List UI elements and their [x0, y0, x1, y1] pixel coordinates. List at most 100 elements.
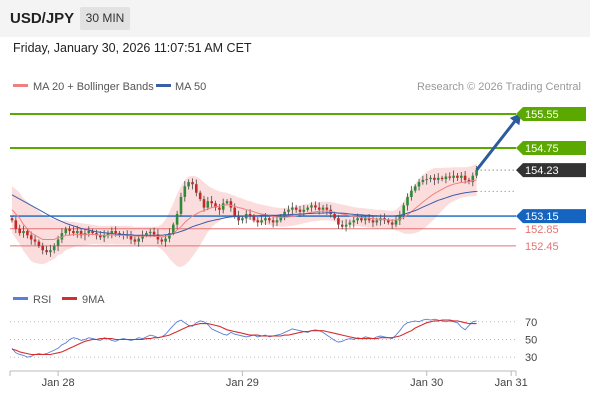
candle-body	[49, 250, 52, 253]
candle-body	[233, 207, 236, 217]
timestamp: Friday, January 30, 2026 11:07:51 AM CET	[13, 41, 252, 55]
x-tick-label: Jan 28	[42, 377, 75, 389]
candle-body	[417, 182, 421, 187]
pivot-tag	[516, 209, 586, 224]
candle-body	[433, 177, 436, 180]
candle-body	[463, 175, 467, 180]
candle-body	[133, 239, 137, 242]
candle-body	[87, 231, 91, 234]
candle-body	[221, 203, 225, 210]
x-tick-label: Jan 30	[410, 377, 443, 389]
header-bar: USD/JPY 30 MIN	[0, 0, 590, 37]
candle-body	[256, 220, 260, 223]
x-axis: Jan 28 Jan 29 Jan 30 Jan 31	[9, 371, 528, 389]
candle-body	[360, 218, 363, 221]
candle-body	[340, 224, 344, 227]
rsi-plot: 30 50 70	[10, 317, 537, 364]
rsi-legend-swatch	[13, 297, 28, 300]
candle-body	[72, 231, 75, 234]
candle-body	[214, 203, 217, 208]
candle-body	[333, 214, 336, 219]
candle-body	[64, 228, 68, 234]
candle-body	[298, 209, 302, 212]
rsi-ma-line	[11, 319, 477, 356]
candle-body	[317, 207, 321, 210]
symbol-label: USD/JPY	[10, 10, 75, 27]
main-plot	[10, 113, 522, 268]
candle-body	[413, 186, 417, 191]
support-2-label: 152.45	[525, 241, 559, 253]
candle-body	[210, 201, 213, 204]
candle-body	[436, 177, 440, 180]
candle-body	[252, 216, 256, 221]
candle-body	[198, 192, 202, 200]
candle-body	[275, 220, 279, 223]
pivot-label: 153.15	[525, 211, 559, 223]
last-price-label: 154.23	[525, 165, 559, 177]
resistance-1-label: 154.75	[525, 143, 559, 155]
candle-body	[475, 170, 478, 176]
candle-body	[41, 245, 44, 251]
candle-body	[26, 231, 29, 236]
candle-body	[179, 196, 183, 214]
candle-body	[10, 218, 14, 221]
candle-body	[145, 233, 148, 236]
candle-body	[95, 233, 98, 236]
candle-body	[225, 201, 229, 204]
candle-body	[314, 205, 317, 208]
candle-body	[467, 179, 471, 182]
candle-body	[425, 179, 428, 181]
candle-body	[18, 228, 21, 234]
candle-body	[22, 231, 25, 234]
rsi-legend-label: RSI	[33, 294, 51, 306]
candle-body	[271, 220, 275, 223]
rsi-tick-label: 70	[525, 317, 537, 329]
candle-body	[348, 222, 352, 225]
interval-button[interactable]: 30 MIN	[80, 7, 130, 30]
candle-body	[394, 220, 398, 225]
candle-body	[102, 235, 106, 238]
candle-body	[187, 182, 190, 187]
candle-body	[406, 196, 409, 206]
candle-body	[52, 245, 56, 251]
ma50-line	[11, 190, 477, 236]
credit-label: Research © 2026 Trading Central	[417, 81, 581, 93]
candle-body	[141, 235, 144, 239]
candle-body	[371, 220, 375, 223]
candle-body	[260, 220, 263, 223]
candle-body	[114, 231, 117, 234]
candle-body	[14, 220, 18, 229]
candle-body	[440, 177, 444, 180]
candle-body	[268, 218, 271, 221]
candle-body	[168, 233, 171, 239]
candle-body	[352, 220, 356, 223]
candle-body	[33, 239, 37, 242]
projection-arrow-shaft	[475, 115, 521, 172]
candle-body	[248, 214, 252, 217]
ma50-legend-swatch	[156, 84, 171, 87]
candle-body	[294, 207, 298, 210]
candle-body	[460, 175, 463, 178]
ma20-legend-label: MA 20 + Bollinger Bands	[33, 81, 154, 93]
x-tick-label: Jan 29	[226, 377, 259, 389]
candle-body	[152, 231, 156, 235]
candle-body	[456, 175, 459, 178]
candle-body	[310, 205, 313, 208]
candle-body	[76, 231, 79, 234]
rsi-line	[11, 318, 477, 358]
candle-body	[367, 218, 371, 221]
ma20-line	[11, 179, 477, 240]
resistance-2-label: 155.55	[525, 109, 559, 121]
candle-body	[183, 186, 187, 197]
candle-body	[410, 190, 413, 197]
candle-body	[241, 218, 244, 221]
candle-body	[99, 235, 102, 238]
candle-body	[387, 220, 390, 223]
candle-body	[402, 205, 405, 216]
candle-body	[364, 218, 367, 221]
candle-body	[202, 199, 206, 208]
candle-body	[175, 214, 179, 225]
candle-body	[106, 233, 110, 236]
candle-body	[375, 220, 379, 223]
candle-body	[110, 231, 114, 234]
